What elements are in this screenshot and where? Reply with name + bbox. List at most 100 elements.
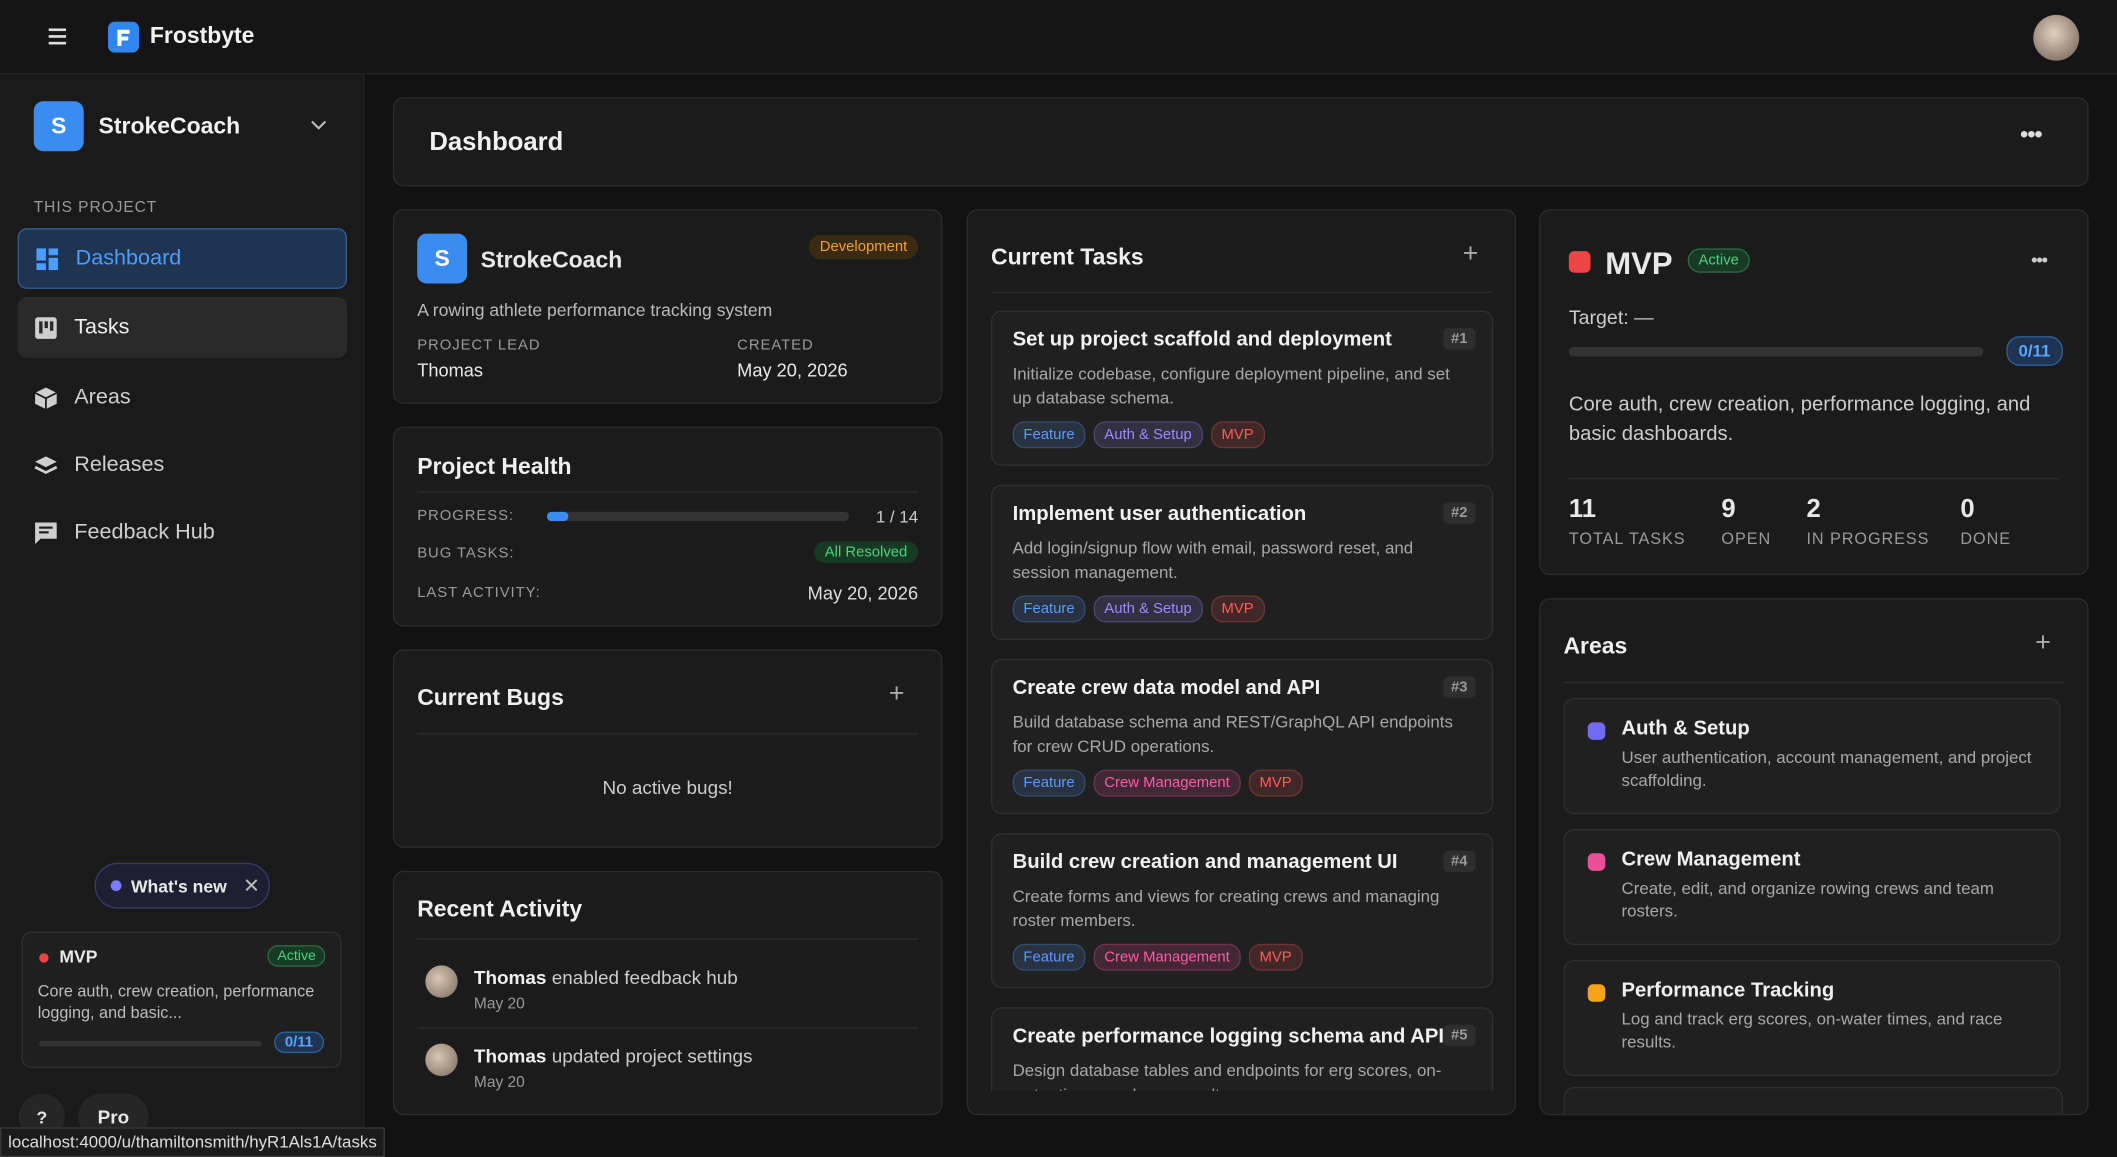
nav-item[interactable]: Areas [18, 367, 347, 428]
task-tag: Feature [1012, 943, 1086, 971]
nav-label: Areas [74, 385, 131, 409]
release-card: MVP Active ••• Target: — 0/11 Core auth,… [1539, 209, 2089, 576]
section-label: THIS PROJECT [33, 199, 158, 217]
activity-date: May 20 [473, 996, 525, 1013]
bugs-card: Current Bugs + No active bugs! [392, 649, 943, 848]
task-tags: Feature Auth & Setup MVP [1012, 595, 1472, 623]
nav-item[interactable]: Dashboard [17, 228, 347, 289]
release-mini-card[interactable]: MVP Active Core auth, crew creation, per… [21, 931, 342, 1068]
task-tag: MVP [1210, 421, 1265, 449]
release-progress-track [1568, 346, 1984, 357]
nav-icon [35, 521, 57, 544]
nav-item[interactable]: Releases [18, 435, 347, 496]
activity-date: May 20 [473, 1074, 525, 1091]
activity-title: Recent Activity [417, 896, 583, 923]
divider [417, 733, 919, 735]
menu-button[interactable] [48, 28, 67, 45]
project-card-icon: S [417, 233, 468, 284]
nav-item[interactable]: Tasks [17, 297, 347, 358]
task-tag: Feature [1012, 769, 1086, 797]
areas-title: Areas [1563, 633, 1628, 659]
whats-new-close[interactable]: ✕ [243, 874, 261, 898]
release-target: Target: — [1568, 307, 1654, 330]
release-progress-label: 0/11 [2006, 336, 2063, 366]
created-value: May 20, 2026 [737, 360, 848, 381]
task-card[interactable]: Build crew creation and management UI #4 C… [990, 833, 1494, 989]
bugs-label: BUG TASKS: [417, 545, 515, 562]
header-panel: Dashboard ••• [392, 97, 2089, 187]
task-card[interactable]: Create crew data model and API #3 Build da… [990, 658, 1494, 815]
task-tag: MVP [1248, 943, 1303, 971]
task-description: Create forms and views for creating crew… [1012, 887, 1440, 931]
activity-value: May 20, 2026 [807, 583, 919, 604]
task-id: #1 [1442, 328, 1476, 350]
divider [417, 491, 919, 493]
release-menu[interactable]: ••• [2030, 248, 2048, 271]
tasks-card: Current Tasks + Set up project scaffold … [966, 209, 1517, 1116]
bugs-value: All Resolved [813, 541, 919, 564]
app-name: Frostbyte [149, 22, 255, 49]
lead-label: PROJECT LEAD [417, 337, 541, 354]
task-card[interactable]: Implement user authentication #2 Add login… [990, 484, 1494, 640]
nav-item[interactable]: Feedback Hub [18, 502, 347, 563]
add-bug-button[interactable]: + [888, 679, 905, 709]
activity-user: Thomas [473, 966, 547, 989]
task-tag: MVP [1248, 769, 1303, 797]
activity-action: updated project settings [551, 1045, 753, 1067]
whats-new-dot [110, 880, 122, 892]
divider [417, 1027, 919, 1029]
area-name: Performance Tracking [1621, 978, 1835, 1002]
stat-value: 11 [1568, 495, 1596, 524]
task-card[interactable]: Set up project scaffold and deployment #1… [990, 310, 1494, 466]
page-title: Dashboard [429, 128, 564, 157]
progress-value: 1 / 14 [875, 507, 919, 527]
task-title: Create performance logging schema and AP… [1012, 1024, 1445, 1048]
activity-label: LAST ACTIVITY: [417, 584, 541, 601]
progress-label: PROGRESS: [417, 507, 515, 524]
project-name[interactable]: StrokeCoach [98, 113, 241, 140]
task-description: Add login/signup flow with email, passwo… [1012, 538, 1414, 582]
release-progress-label: 0/11 [274, 1031, 324, 1054]
release-status: Active [267, 945, 326, 967]
whats-new-pill[interactable]: What's new ✕ [94, 862, 271, 909]
release-title: MVP [1605, 245, 1673, 281]
task-card[interactable]: Create performance logging schema and AP… [990, 1007, 1494, 1091]
areas-card: Areas + Auth & Setup User authentication,… [1539, 598, 2089, 1116]
bugs-title: Current Bugs [417, 684, 564, 711]
task-tag: Auth & Setup [1093, 421, 1203, 449]
area-card[interactable]: Performance Tracking Log and track erg sc… [1563, 959, 2061, 1077]
task-description: Build database schema and REST/GraphQL A… [1012, 712, 1453, 757]
nav-label: Tasks [74, 315, 130, 339]
project-dropdown[interactable] [311, 120, 327, 131]
activity-avatar [425, 965, 458, 998]
area-card[interactable]: Crew Management Create, edit, and organiz… [1563, 828, 2061, 946]
user-avatar[interactable] [2033, 14, 2080, 61]
release-description: Core auth, crew creation, performance lo… [37, 981, 315, 1023]
release-progress-track [39, 1040, 262, 1047]
health-card: Project Health PROGRESS: 1 / 14 BUG TASK… [392, 426, 943, 627]
activity-user: Thomas [473, 1045, 547, 1067]
add-area-button[interactable]: + [2035, 627, 2051, 658]
area-card[interactable]: Auth & Setup User authentication, account… [1563, 698, 2061, 815]
area-card-partial [1563, 1086, 2063, 1114]
area-name: Crew Management [1621, 847, 1801, 871]
project-stage: Development [808, 234, 919, 260]
task-tag: Feature [1012, 421, 1086, 449]
nav-icon [34, 455, 58, 474]
stat-label: OPEN [1721, 529, 1772, 549]
whats-new-label: What's new [130, 875, 227, 896]
bugs-empty: No active bugs! [602, 776, 733, 798]
health-progress-fill [546, 511, 569, 522]
task-id: #3 [1442, 676, 1476, 699]
task-tag: Feature [1012, 595, 1086, 623]
project-card-name: StrokeCoach [480, 247, 623, 273]
nav-label: Dashboard [75, 246, 182, 270]
created-label: CREATED [737, 337, 814, 354]
add-task-button[interactable]: + [1462, 238, 1479, 269]
nav-icon [34, 386, 58, 409]
header-menu[interactable]: ••• [2019, 120, 2043, 148]
area-name: Auth & Setup [1621, 716, 1750, 740]
divider [990, 291, 1492, 293]
task-tag: Auth & Setup [1093, 595, 1203, 623]
